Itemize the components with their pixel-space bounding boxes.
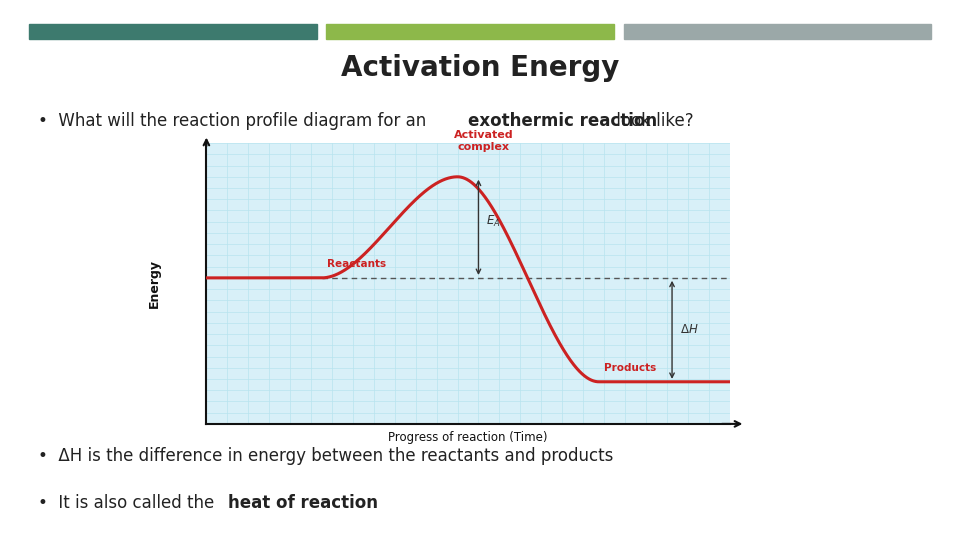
Bar: [29, 24, 317, 39]
Text: Products: Products: [604, 363, 657, 373]
Text: look like?: look like?: [611, 112, 693, 131]
Text: $E_A$: $E_A$: [487, 214, 501, 230]
Text: Energy: Energy: [148, 259, 160, 308]
Text: •  ΔH is the difference in energy between the reactants and products: • ΔH is the difference in energy between…: [38, 447, 613, 465]
Text: •  It is also called the: • It is also called the: [38, 494, 220, 512]
Text: Activated
complex: Activated complex: [454, 130, 514, 152]
Text: $\Delta H$: $\Delta H$: [680, 323, 699, 336]
Text: exothermic reaction: exothermic reaction: [468, 112, 658, 131]
X-axis label: Progress of reaction (Time): Progress of reaction (Time): [388, 431, 548, 444]
Bar: [624, 24, 931, 39]
Text: •  What will the reaction profile diagram for an: • What will the reaction profile diagram…: [38, 112, 432, 131]
Text: heat of reaction: heat of reaction: [228, 494, 378, 512]
Bar: [326, 24, 614, 39]
Text: Reactants: Reactants: [326, 259, 386, 269]
Text: Activation Energy: Activation Energy: [341, 53, 619, 82]
